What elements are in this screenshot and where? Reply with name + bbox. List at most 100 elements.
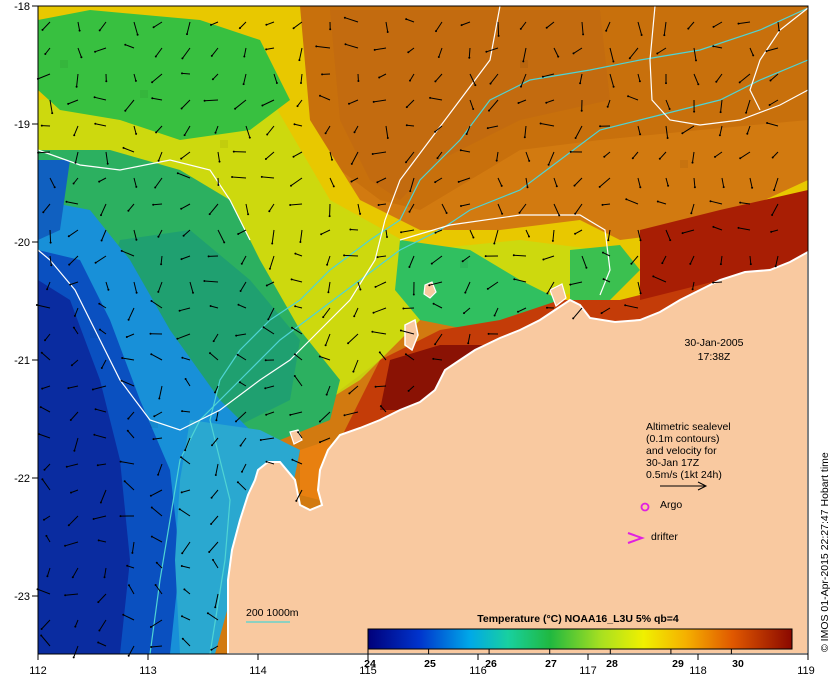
velocity-arrow-head [265,284,268,287]
velocity-arrow [150,619,163,628]
velocity-arrow [637,73,641,82]
velocity-arrow [290,411,303,416]
velocity-arrow-head [44,53,47,55]
velocity-arrow [210,305,219,309]
velocity-arrow-head [357,80,360,82]
velocity-arrow-head [405,18,408,21]
velocity-arrow [271,229,275,244]
velocity-arrow-head [136,33,139,36]
velocity-arrow-head [239,290,242,292]
velocity-arrow-head [181,552,184,555]
velocity-arrow [665,99,671,110]
velocity-arrow-head [124,109,127,112]
velocity-arrow [745,99,751,113]
velocity-arrow-head [238,381,241,384]
velocity-arrow [493,229,499,244]
velocity-arrow-head [603,155,606,158]
velocity-arrow [353,307,359,317]
velocity-arrow-head [181,356,184,359]
velocity-arrow-head [73,449,76,452]
velocity-arrow-head [501,212,504,215]
velocity-arrow-head [235,420,237,423]
velocity-arrow-head [545,26,548,29]
velocity-arrow-head [127,318,130,321]
velocity-arrow [406,18,415,23]
velocity-arrow-head [569,150,572,153]
velocity-arrow [293,151,303,158]
velocity-arrow [325,333,331,346]
velocity-arrow-head [405,161,407,164]
velocity-arrow [294,354,303,361]
velocity-arrow [64,541,79,547]
velocity-arrow [43,515,51,521]
velocity-arrow-head [347,342,350,345]
velocity-arrow [770,73,779,81]
velocity-arrow-head [41,387,44,390]
velocity-arrow [665,229,671,241]
velocity-arrow [715,73,723,83]
velocity-arrow-head [180,258,183,261]
velocity-arrow [232,176,247,179]
velocity-arrow-head [432,302,435,305]
velocity-arrow-head [518,211,521,214]
velocity-arrow [211,645,219,651]
velocity-arrow-head [265,413,268,416]
velocity-arrow [126,333,135,338]
velocity-arrow [322,307,331,318]
velocity-arrow [290,177,303,187]
velocity-arrow-head [445,212,448,214]
velocity-arrow-head [739,201,742,204]
velocity-arrow [74,619,79,627]
velocity-arrow-head [214,131,217,134]
velocity-arrow [40,635,51,647]
lon-tick-label: 118 [689,665,707,677]
velocity-arrow-head [43,468,46,471]
velocity-arrow [327,281,331,293]
velocity-arrow [581,255,587,268]
velocity-scale-arrow-icon [660,481,708,491]
velocity-arrow-head [486,127,489,130]
lat-tick-label: -18 [14,1,30,13]
velocity-arrow-head [407,51,410,54]
x-axis-labels: 112 113 114 115 116 117 118 119 [29,665,815,677]
velocity-arrow-head [236,481,239,484]
velocity-arrow [357,281,361,290]
velocity-arrow-head [235,334,238,337]
velocity-arrow [180,151,191,160]
velocity-arrow [438,47,443,58]
velocity-arrow-head [386,137,389,139]
velocity-arrow [155,47,163,57]
velocity-arrow-head [53,186,56,189]
velocity-arrow-head [434,130,437,133]
velocity-arrow-head [80,56,83,59]
velocity-arrow-head [512,254,515,257]
velocity-arrow [180,456,191,465]
velocity-arrow-head [180,565,183,567]
velocity-arrow [433,358,443,361]
velocity-arrow [574,229,583,235]
velocity-arrow-head [379,405,382,408]
velocity-arrow-head [371,330,374,333]
velocity-arrow-head [601,203,604,206]
velocity-arrow-head [485,50,488,53]
velocity-arrow [637,177,641,188]
velocity-arrow [104,567,107,578]
velocity-arrow [265,385,275,389]
velocity-arrow-head [374,285,377,288]
velocity-arrow-head [409,190,412,193]
velocity-arrow [266,125,275,135]
velocity-arrow-head [35,304,38,306]
velocity-arrow [241,463,247,473]
velocity-arrow [217,229,225,243]
velocity-arrow-head [99,328,101,331]
velocity-arrow-head [625,198,628,201]
velocity-arrow [490,73,499,84]
velocity-arrow-head [275,82,278,84]
colorbar-tick: 30 [732,658,744,670]
velocity-arrow-head [539,122,542,125]
velocity-arrow-head [184,449,187,452]
drifter-marker-icon [627,532,645,544]
velocity-arrow [740,202,751,205]
velocity-arrow-head [606,105,609,108]
velocity-arrow [351,151,359,165]
